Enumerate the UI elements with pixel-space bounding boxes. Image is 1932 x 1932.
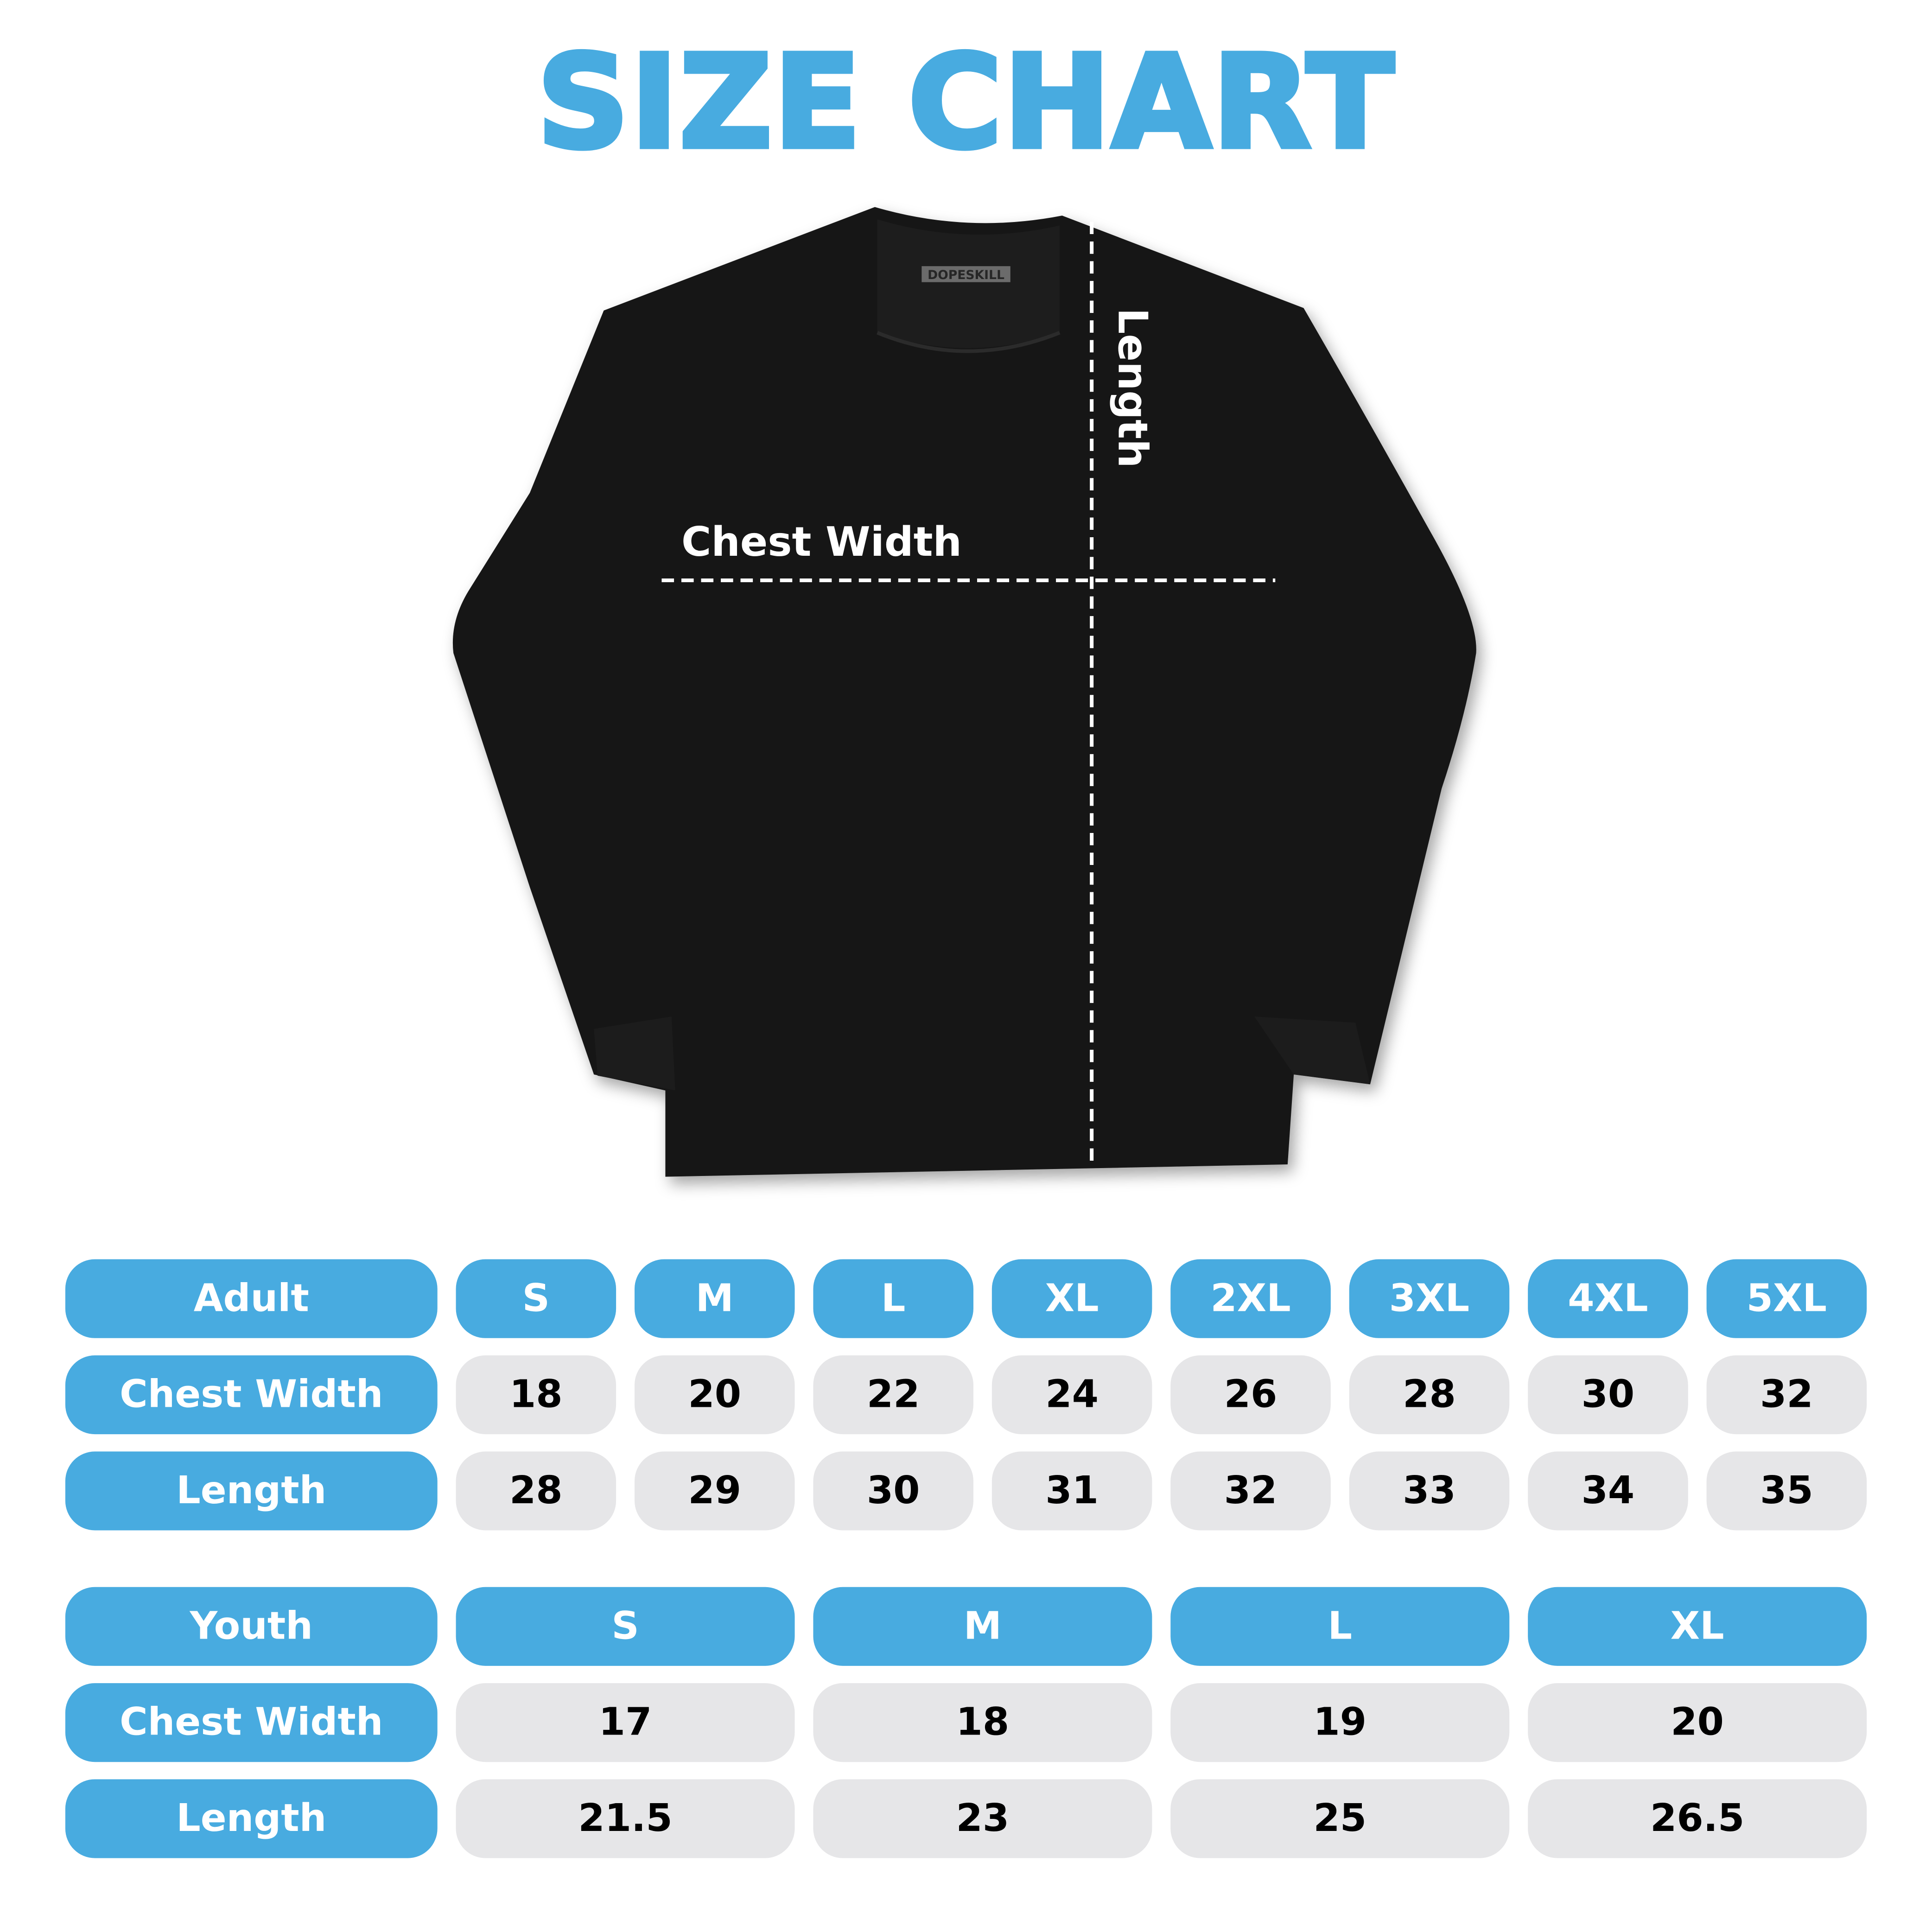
row-label: Length — [65, 1451, 438, 1531]
page-title: SIZE CHART — [534, 25, 1396, 180]
measurement-cell: 32 — [1170, 1451, 1331, 1531]
length-label: Length — [1109, 308, 1157, 468]
measurement-cell: 29 — [634, 1451, 795, 1531]
size-header: L — [813, 1259, 973, 1338]
row-label: Chest Width — [65, 1355, 438, 1435]
left-cuff — [594, 1017, 675, 1091]
brand-label-text: DOPESKILL — [928, 268, 1004, 282]
size-header: S — [456, 1259, 616, 1338]
size-header: 2XL — [1170, 1259, 1331, 1338]
size-header: L — [1170, 1587, 1510, 1666]
measurement-cell: 34 — [1528, 1451, 1688, 1531]
measurement-cell: 32 — [1706, 1355, 1867, 1435]
longsleeve-shirt-image: DOPESKILL — [452, 207, 1476, 1177]
size-header: S — [456, 1587, 795, 1666]
youth-header-label: Youth — [65, 1587, 438, 1666]
measurement-cell: 28 — [1349, 1355, 1510, 1435]
measurement-cell: 28 — [456, 1451, 616, 1531]
adult-header-label: Adult — [65, 1259, 438, 1338]
measurement-cell: 20 — [1528, 1683, 1867, 1762]
measurement-cell: 35 — [1706, 1451, 1867, 1531]
row-label: Length — [65, 1779, 438, 1858]
size-header: M — [813, 1587, 1152, 1666]
measurement-cell: 22 — [813, 1355, 973, 1435]
measurement-cell: 20 — [634, 1355, 795, 1435]
size-header: XL — [991, 1259, 1152, 1338]
measurement-cell: 17 — [456, 1683, 795, 1762]
size-header: XL — [1528, 1587, 1867, 1666]
measurement-cell: 30 — [1528, 1355, 1688, 1435]
collar — [877, 219, 1060, 348]
collar-seam — [877, 331, 1061, 353]
measurement-cell: 31 — [991, 1451, 1152, 1531]
measurement-cell: 26 — [1170, 1355, 1331, 1435]
adult-size-table: Adult S M L XL 2XL 3XL 4XL 5XL Chest Width 18 20 22 2… — [65, 1259, 1867, 1531]
size-header: 3XL — [1349, 1259, 1510, 1338]
measurement-cell: 30 — [813, 1451, 973, 1531]
chest-width-label: Chest Width — [681, 517, 962, 566]
measurement-cell: 26.5 — [1528, 1779, 1867, 1858]
measurement-cell: 18 — [456, 1355, 616, 1435]
measurement-cell: 18 — [813, 1683, 1152, 1762]
measurement-cell: 19 — [1170, 1683, 1510, 1762]
youth-size-table: Youth S M L XL Chest Width 17 18 19 20 Length 21.5 2… — [65, 1587, 1867, 1858]
measurement-cell: 23 — [813, 1779, 1152, 1858]
measurement-cell: 24 — [991, 1355, 1152, 1435]
shirt-body — [452, 207, 1476, 1177]
size-header: 4XL — [1528, 1259, 1688, 1338]
measurement-cell: 21.5 — [456, 1779, 795, 1858]
size-header: 5XL — [1706, 1259, 1867, 1338]
right-cuff — [1254, 1017, 1370, 1085]
size-header: M — [634, 1259, 795, 1338]
row-label: Chest Width — [65, 1683, 438, 1762]
measurement-cell: 25 — [1170, 1779, 1510, 1858]
brand-label — [922, 266, 1010, 282]
measurement-cell: 33 — [1349, 1451, 1510, 1531]
